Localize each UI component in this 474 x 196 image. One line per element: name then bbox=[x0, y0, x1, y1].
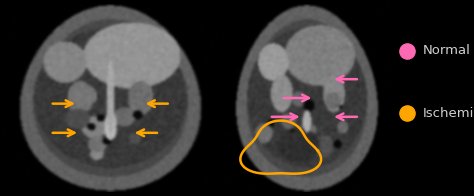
Point bbox=[403, 49, 410, 53]
Text: Ischemic: Ischemic bbox=[423, 107, 474, 120]
Text: Normal: Normal bbox=[423, 44, 471, 57]
Point bbox=[403, 112, 410, 115]
